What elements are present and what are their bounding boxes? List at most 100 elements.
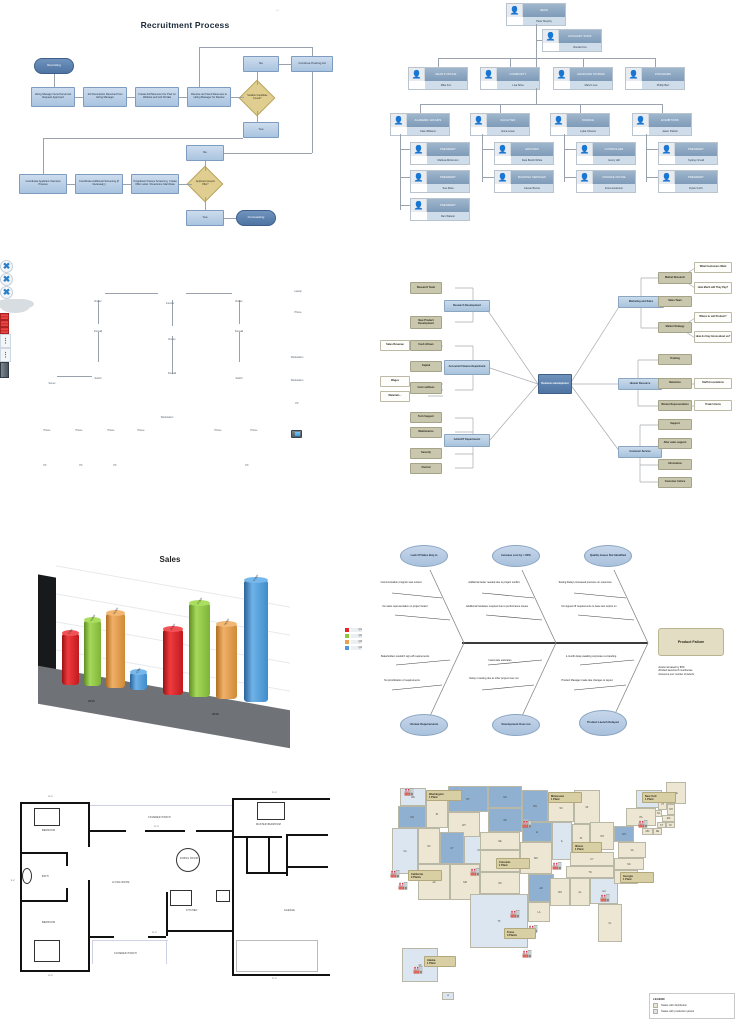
bar-2016-q2[interactable] — [189, 600, 210, 697]
firewall-icon-1[interactable] — [0, 313, 9, 320]
callout-georgia[interactable]: Georgia 1 Plant — [620, 872, 654, 884]
org-node-programs[interactable]: 👤 PROGRAMS Phillip Bert — [625, 67, 685, 90]
bar-2016-q1[interactable] — [163, 626, 183, 695]
mindmap-node-sales-revenue[interactable]: Sales Revenue — [380, 340, 410, 351]
callout-minnesota[interactable]: Minnesota 1 Plant — [548, 792, 582, 804]
mindmap-node-new-product-development[interactable]: New Product Development — [410, 316, 442, 329]
flow-step-4[interactable]: Receive and Send Resumes to Hiring Manag… — [187, 87, 231, 107]
flow-branch-continue-ad[interactable]: Continue Posting Ad — [291, 56, 333, 72]
flow-end[interactable]: On-boarding — [236, 210, 276, 226]
mindmap-node-sales-team[interactable]: Sales Team — [658, 296, 692, 307]
state-nd[interactable]: ND — [488, 786, 522, 808]
phone-icon-0[interactable] — [291, 430, 302, 438]
state-ne[interactable]: NE — [480, 832, 520, 850]
switch-icon-2[interactable]: ⋮ — [0, 348, 11, 362]
mindmap-node-clerical[interactable]: Clerical — [410, 463, 442, 474]
state-ga[interactable]: GA — [590, 878, 618, 904]
flow-start[interactable]: Recruiting — [34, 58, 74, 74]
mindmap-node-tech-support[interactable]: Tech Support — [410, 412, 442, 423]
bar-2015-q2[interactable] — [84, 617, 101, 686]
bar-2015-q3[interactable] — [106, 610, 125, 688]
fishbone-effect[interactable]: Product Failure — [658, 628, 724, 656]
mindmap-node-staff-associations[interactable]: Staff Associations — [694, 378, 732, 389]
org-node-dean[interactable]: 👤 DEAN Peter Murphy — [506, 3, 566, 26]
org-node-finance-office[interactable]: 👤 FINANCE OFFICE Fiona Anderson — [576, 170, 636, 193]
org-node-graduate-studies[interactable]: 👤 GRADUATE STUDIES Marvin Lee — [553, 67, 613, 90]
mindmap-branch-customer-service[interactable]: Customer Service — [618, 446, 662, 458]
state-nh[interactable]: NH — [667, 804, 675, 815]
mindmap-node-cash-inflows[interactable]: Cash inflows — [410, 340, 442, 351]
org-node-auxiliary-staff[interactable]: 👤 AUXILIARY STAFF Ronald Cox — [542, 29, 602, 52]
mindmap-node-support[interactable]: Support — [658, 419, 692, 430]
switch-icon-1[interactable]: ⋮ — [0, 334, 11, 348]
mindmap-node-training[interactable]: Training — [658, 354, 692, 365]
flow-step-5[interactable]: Coordinate Applicant Interview Process — [19, 174, 67, 194]
mindmap-branch-human-resource[interactable]: Human Resource — [618, 378, 662, 390]
fishbone-bone-increase-cost[interactable]: Increase cost by > 80% — [492, 545, 540, 567]
org-node-president-3[interactable]: 👤 PRESIDENT Dan Watson — [410, 198, 470, 221]
state-ms[interactable]: MS — [550, 878, 570, 906]
callout-california[interactable]: California 2 Plants — [408, 870, 442, 882]
state-hi[interactable]: HI — [442, 992, 454, 1000]
state-wv[interactable]: WV — [614, 826, 634, 842]
state-de[interactable]: DE — [653, 828, 662, 835]
fishbone-bone-quality-issues[interactable]: Quality Issues Not Identified — [584, 545, 632, 567]
mindmap-node-maintenance[interactable]: Maintenance — [410, 427, 442, 438]
callout-new-york[interactable]: New York 1 Plant — [642, 792, 676, 804]
state-tn[interactable]: TN — [566, 866, 614, 878]
mindmap-node-wages[interactable]: Wages — [380, 376, 410, 387]
callout-alaska[interactable]: Alaska 1 Plant — [424, 956, 456, 968]
state-ia[interactable]: IA — [522, 822, 552, 842]
router-icon-2[interactable]: ✖ — [0, 273, 13, 286]
state-mn[interactable]: MN — [522, 790, 548, 822]
state-ky[interactable]: KY — [570, 852, 614, 866]
firewall-icon-3[interactable] — [0, 327, 9, 334]
flow-branch-no-1[interactable]: No — [243, 56, 279, 72]
server-icon[interactable] — [0, 362, 9, 378]
fishbone-bone-unclear-requirements[interactable]: Unclear Requirements — [400, 714, 448, 736]
org-node-community[interactable]: 👤 COMMUNITY Lisa Silva — [480, 67, 540, 90]
callout-texas[interactable]: Texas 3 Plants — [504, 928, 536, 940]
legend-item-q3[interactable] — [345, 640, 362, 644]
state-id[interactable]: ID — [426, 800, 448, 828]
state-fl[interactable]: FL — [598, 904, 622, 942]
fishbone-bone-lack-of-sales-buy-in[interactable]: Lack Of Sales Buy-in — [400, 545, 448, 567]
fishbone-bone-development-over-run[interactable]: Development Over-run — [492, 714, 540, 736]
flow-step-7[interactable]: If Applicant Passes Screening, Create Of… — [131, 174, 179, 194]
org-node-deans-office[interactable]: 👤 DEAN'S OFFICE Mike Fox — [408, 67, 468, 90]
state-ct[interactable]: CT — [657, 822, 666, 828]
org-node-building-services[interactable]: 👤 BUILDING SERVICES Cassie Burnie — [494, 170, 554, 193]
flow-step-2[interactable]: Job Description Received from Hiring Man… — [83, 87, 127, 107]
mindmap-node-after-sales-support[interactable]: After sales support — [658, 438, 692, 449]
state-md[interactable]: MD — [642, 828, 653, 835]
state-la[interactable]: LA — [528, 902, 550, 922]
mindmap-node-cash-outflows[interactable]: Cash outflows — [410, 382, 442, 394]
state-il[interactable]: IL — [552, 822, 572, 860]
callout-illinois[interactable]: Illinois 1 Plant — [572, 842, 602, 854]
state-ut[interactable]: UT — [440, 832, 464, 864]
legend-item-q1[interactable] — [345, 628, 362, 632]
org-node-finance[interactable]: 👤 FINANCE Lydia Chanca — [550, 113, 610, 136]
mindmap-node-capital[interactable]: Capital — [410, 361, 442, 372]
fishbone-bone-product-launch-delayed[interactable]: Product Launch Delayed — [579, 710, 627, 736]
org-node-grounds[interactable]: 👤 GROUNDS Kate Booth-White — [494, 142, 554, 165]
legend-item-q4[interactable] — [345, 646, 362, 650]
state-va[interactable]: VA — [618, 842, 646, 858]
mindmap-node-what-customers-want[interactable]: What Customers Want — [694, 262, 732, 273]
mindmap-node-customer-advice[interactable]: Customer Advice — [658, 477, 692, 488]
flow-step-6[interactable]: Coordinate Additional Screening (if Nece… — [75, 174, 123, 194]
state-nc[interactable]: NC — [614, 858, 644, 870]
bar-2015-q1[interactable] — [62, 630, 79, 685]
state-sd[interactable]: SD — [488, 808, 522, 832]
bar-2015-q4[interactable] — [130, 669, 147, 690]
bar-2016-q4[interactable] — [244, 577, 268, 702]
state-ma[interactable]: MA — [662, 815, 675, 822]
state-pa[interactable]: PA — [626, 808, 656, 826]
org-node-controller[interactable]: 👤 CONTROLLER Henry Hill — [576, 142, 636, 165]
legend-item-q2[interactable] — [345, 634, 362, 638]
mindmap-node-how-know-about-us[interactable]: How do they know about us? — [694, 331, 732, 343]
mindmap-center[interactable]: Business development — [538, 374, 572, 394]
state-tx[interactable]: TX — [470, 894, 528, 948]
flow-step-1[interactable]: Hiring Manager Gets Personnel Request Ap… — [31, 87, 75, 107]
mindmap-node-retention[interactable]: Retention — [658, 378, 692, 389]
